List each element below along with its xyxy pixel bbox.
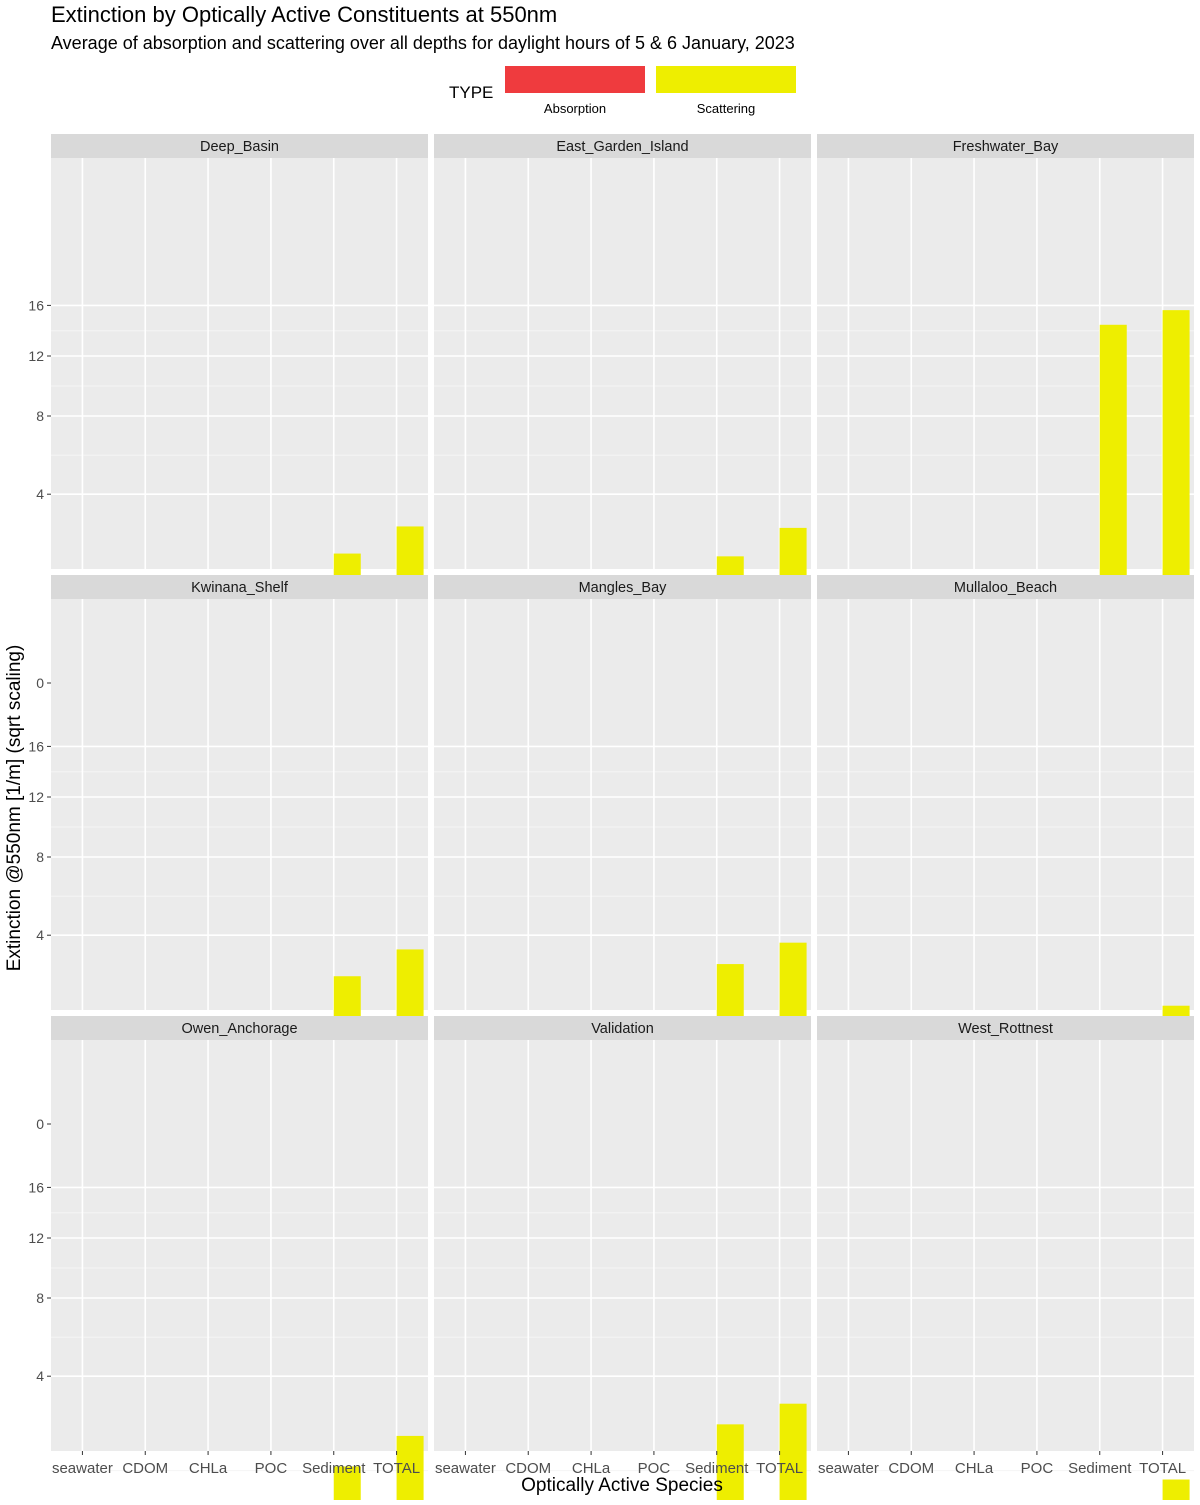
y-tick-label: 0 [36, 675, 44, 691]
x-tick-label: POC [1021, 1460, 1054, 1477]
y-tick-label: 0 [36, 1116, 44, 1132]
y-tick-label: 8 [36, 1290, 44, 1306]
plot-background [817, 158, 1194, 569]
facet-strip-label: West_Rottnest [958, 1021, 1053, 1037]
chart-title: Extinction by Optically Active Constitue… [51, 2, 557, 27]
facet-strip [817, 134, 1194, 158]
plot-background [51, 599, 428, 1010]
facet-strip [434, 575, 811, 599]
facet-strip [434, 134, 811, 158]
bar-scattering-total [396, 1435, 424, 1505]
facet-strip [51, 134, 428, 158]
facet-strip-label: East_Garden_Island [556, 139, 688, 155]
facet-strip-label: Validation [591, 1021, 654, 1037]
x-tick-label: POC [255, 1460, 288, 1477]
y-tick-label: 4 [36, 1368, 44, 1384]
y-tick-label: 8 [36, 849, 44, 865]
plot-background [51, 1040, 428, 1451]
legend-label-absorption: Absorption [544, 101, 606, 116]
y-tick-label: 16 [28, 297, 44, 313]
facet-panels: Deep_Basin 0 4 8 12 16 East_Garden_Island Fresh… [28, 134, 1194, 1505]
x-tick-label: TOTAL [1139, 1460, 1186, 1477]
x-tick-label: Sediment [1068, 1460, 1132, 1477]
plot-background [817, 599, 1194, 1010]
facet-strip [51, 1016, 428, 1040]
facet-strip [817, 1016, 1194, 1040]
x-tick-label: seawater [52, 1460, 113, 1477]
plot-background [817, 1040, 1194, 1451]
x-tick-label: seawater [818, 1460, 879, 1477]
facet-strip-label: Owen_Anchorage [181, 1021, 297, 1037]
x-tick-label: CHLa [955, 1460, 994, 1477]
facet-strip-label: Mangles_Bay [579, 580, 668, 596]
bar-scattering-total [779, 1403, 807, 1505]
legend: TYPE Absorption Scattering [449, 66, 796, 116]
facet-strip [51, 575, 428, 599]
y-tick-label: 12 [28, 789, 44, 805]
y-tick-label: 16 [28, 738, 44, 754]
chart-subtitle: Average of absorption and scattering ove… [51, 33, 795, 53]
x-tick-label: Sediment [302, 1460, 366, 1477]
y-tick-label: 4 [36, 927, 44, 943]
plot-background [434, 158, 811, 569]
x-tick-label: TOTAL [756, 1460, 803, 1477]
legend-label-scattering: Scattering [697, 101, 756, 116]
bar-scattering-sediment [333, 1466, 361, 1505]
legend-key-absorption [505, 66, 645, 93]
panel-east-garden-island: East_Garden_Island [434, 134, 811, 684]
x-tick-label: Sediment [685, 1460, 749, 1477]
facet-strip [434, 1016, 811, 1040]
panel-validation: Validation seawater CDOM CHLa POC Sediment TOT… [434, 1016, 811, 1505]
legend-title: TYPE [449, 83, 493, 102]
y-tick-label: 12 [28, 1230, 44, 1246]
x-axis-label: Optically Active Species [521, 1475, 723, 1496]
facet-strip-label: Kwinana_Shelf [191, 580, 289, 596]
plot-background [434, 1040, 811, 1451]
facet-strip-label: Freshwater_Bay [953, 139, 1059, 155]
x-tick-label: CHLa [189, 1460, 228, 1477]
facet-strip-label: Mullaloo_Beach [954, 580, 1057, 596]
plot-background [434, 599, 811, 1010]
plot-background [51, 158, 428, 569]
x-tick-label: CDOM [505, 1460, 551, 1477]
x-tick-label: TOTAL [373, 1460, 420, 1477]
y-tick-label: 16 [28, 1179, 44, 1195]
bar-scattering-sediment [716, 1424, 744, 1505]
y-axis-label: Extinction @550nm [1/m] (sqrt scaling) [4, 645, 25, 972]
x-tick-label: POC [638, 1460, 671, 1477]
y-tick-label: 8 [36, 408, 44, 424]
facet-strip-label: Deep_Basin [200, 139, 279, 155]
bar-scattering-total [1162, 1479, 1190, 1505]
x-tick-label: seawater [435, 1460, 496, 1477]
x-tick-label: CHLa [572, 1460, 611, 1477]
y-tick-label: 4 [36, 486, 44, 502]
facet-strip [817, 575, 1194, 599]
y-tick-label: 12 [28, 348, 44, 364]
legend-key-scattering [656, 66, 796, 93]
x-tick-label: CDOM [122, 1460, 168, 1477]
panel-owen-anchorage: Owen_Anchorage 0 4 8 12 16 seawater CDOM CHLa POC… [28, 1016, 428, 1505]
x-tick-label: CDOM [888, 1460, 934, 1477]
panel-west-rottnest: West_Rottnest seawater CDOM CHLa POC Sediment… [817, 1016, 1194, 1505]
